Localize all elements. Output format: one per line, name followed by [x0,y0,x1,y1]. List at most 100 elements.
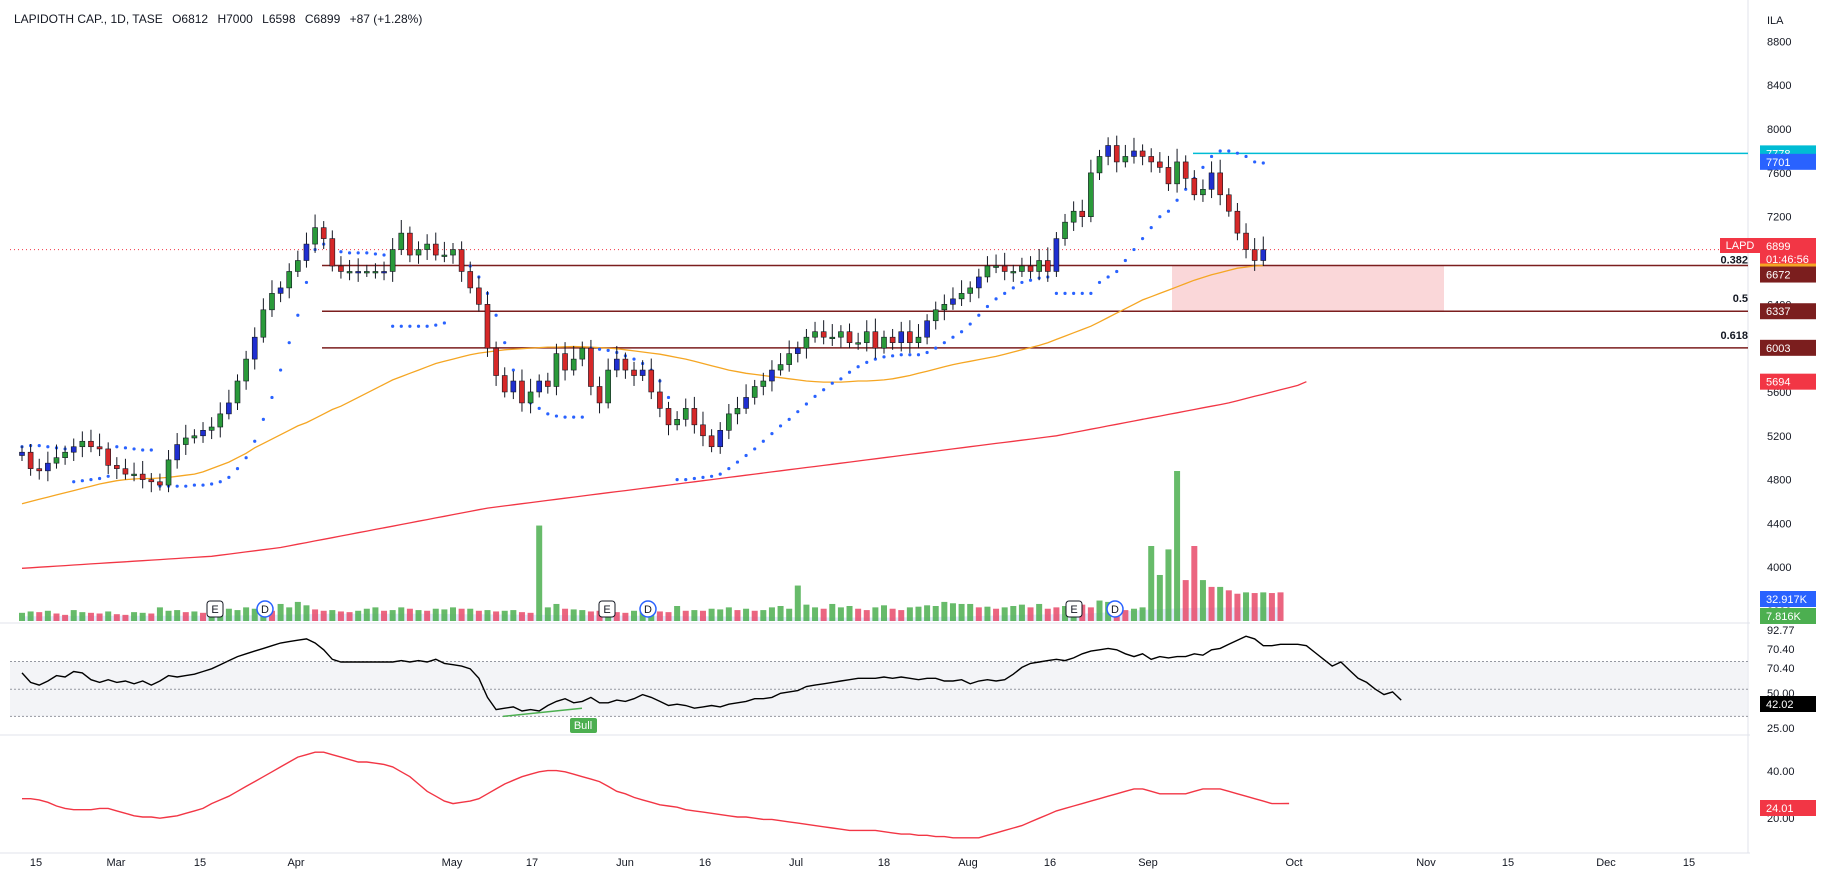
candle-body[interactable] [476,287,482,305]
candle-body[interactable] [493,347,499,376]
candle-body[interactable] [1174,161,1180,185]
candle-body[interactable] [1036,260,1042,272]
candle-body[interactable] [174,444,180,461]
candle-body[interactable] [820,331,827,338]
candle-body[interactable] [1096,156,1103,174]
candle-body[interactable] [605,369,611,404]
candle-body[interactable] [27,451,34,469]
candle-body[interactable] [381,271,387,274]
candle-body[interactable] [639,369,646,376]
candle-body[interactable] [536,380,543,393]
candle-body[interactable] [226,402,232,415]
candle-body[interactable] [889,336,896,343]
candle-body[interactable] [907,331,913,343]
candle-body[interactable] [1062,221,1068,239]
candle-body[interactable] [691,408,698,426]
candle-body[interactable] [389,249,396,272]
candle-body[interactable] [191,435,198,439]
candle-body[interactable] [1157,161,1163,168]
candle-body[interactable] [1191,178,1198,196]
candle-body[interactable] [1208,172,1215,190]
candle-body[interactable] [570,358,577,371]
candle-body[interactable] [665,408,672,426]
highlight-zone[interactable] [1172,265,1444,312]
candle-body[interactable] [588,347,594,387]
earnings-marker-1[interactable] [206,600,224,618]
candle-body[interactable] [1139,150,1146,157]
candle-body[interactable] [234,380,241,404]
candle-body[interactable] [777,364,784,371]
candle-body[interactable] [19,451,25,456]
candle-body[interactable] [1243,232,1249,250]
candle-body[interactable] [596,386,603,404]
candle-body[interactable] [1122,156,1129,163]
candle-body[interactable] [812,331,818,338]
candle-body[interactable] [1260,249,1267,261]
candle-body[interactable] [251,336,258,360]
candle-body[interactable] [932,309,939,322]
candle-body[interactable] [424,243,430,250]
candle-body[interactable] [700,424,706,437]
candle-body[interactable] [622,358,629,371]
candle-body[interactable] [157,481,163,486]
candle-body[interactable] [993,265,999,268]
candle-body[interactable] [1148,156,1155,163]
candle-body[interactable] [432,243,439,256]
candle-body[interactable] [1234,210,1241,234]
candle-body[interactable] [527,391,534,404]
candle-body[interactable] [734,408,741,415]
candle-body[interactable] [1027,265,1034,272]
candle-body[interactable] [803,336,810,349]
candle-body[interactable] [794,347,801,354]
candle-body[interactable] [131,473,137,476]
candle-body[interactable] [501,375,508,393]
candle-body[interactable] [200,430,206,437]
candle-body[interactable] [122,468,129,475]
candle-body[interactable] [398,232,405,250]
dividend-marker-3[interactable] [1106,600,1124,618]
candle-body[interactable] [1044,260,1051,272]
candle-body[interactable] [45,462,51,472]
candle-body[interactable] [846,331,853,343]
candle-body[interactable] [717,430,724,448]
candle-body[interactable] [1079,210,1086,217]
candle-body[interactable] [898,331,905,343]
candle-body[interactable] [458,249,465,272]
candle-body[interactable] [96,446,103,450]
candle-body[interactable] [1019,265,1025,272]
candle-body[interactable] [631,369,637,376]
candle-body[interactable] [924,320,930,338]
candle-body[interactable] [372,271,379,274]
candle-body[interactable] [708,435,715,448]
candle-body[interactable] [277,287,284,294]
candle-body[interactable] [269,293,275,311]
candle-body[interactable] [148,479,155,483]
candle-body[interactable] [863,331,870,343]
candle-body[interactable] [545,380,551,387]
candle-body[interactable] [1165,167,1172,185]
candle-body[interactable] [260,309,267,338]
candle-body[interactable] [182,437,189,445]
candle-body[interactable] [79,440,86,448]
candle-body[interactable] [1182,161,1189,179]
candle-body[interactable] [484,304,491,349]
candle-body[interactable] [415,249,422,256]
candle-body[interactable] [450,249,456,256]
candle-body[interactable] [338,265,344,272]
candle-body[interactable] [355,271,361,274]
candle-body[interactable] [286,271,293,289]
candle-body[interactable] [510,380,517,393]
candle-body[interactable] [872,331,879,349]
candle-body[interactable] [881,336,887,349]
candle-body[interactable] [53,457,60,464]
earnings-marker-2[interactable] [598,600,616,618]
candle-body[interactable] [165,459,172,486]
dividend-marker-1[interactable] [256,600,274,618]
candle-body[interactable] [70,446,77,453]
symbol-title[interactable]: LAPIDOTH CAP., 1D, TASE [14,12,163,26]
candle-body[interactable] [984,265,991,278]
earnings-marker-3[interactable] [1065,600,1083,618]
candle-body[interactable] [553,353,560,387]
candle-body[interactable] [1131,150,1137,157]
